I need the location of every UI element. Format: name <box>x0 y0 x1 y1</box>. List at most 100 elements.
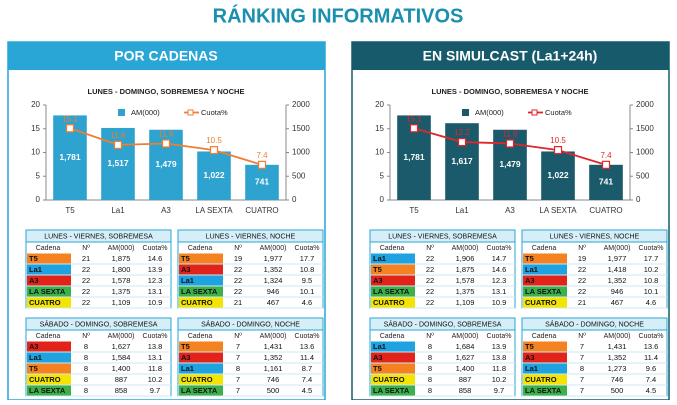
table-column-header: Cuota% <box>143 333 168 340</box>
table-cell: 1,684 <box>456 342 475 351</box>
y-tick-label: 10 <box>31 148 40 157</box>
table-cell: 500 <box>267 386 280 395</box>
table-cell: CUATRO <box>181 298 213 307</box>
table-title: SÁBADO - DOMINGO, NOCHE <box>201 319 300 328</box>
table-column-header: Cadena <box>380 245 405 252</box>
panel-heading: POR CADENAS <box>114 48 217 64</box>
table-cell: 467 <box>267 298 280 307</box>
table-cell: 10.2 <box>492 375 507 384</box>
channel-cell <box>27 363 71 374</box>
channel-cell <box>371 341 415 352</box>
line-marker <box>113 140 123 149</box>
bar-label: 1,022 <box>203 170 225 180</box>
table-column-header: AM(000) <box>108 245 135 252</box>
table-column-header: AM(000) <box>604 245 631 252</box>
table-cell: LA SEXTA <box>525 287 562 296</box>
table-cell: 1,627 <box>112 342 131 351</box>
line-label: 7.4 <box>256 151 268 160</box>
line-label: 15.1 <box>406 114 422 123</box>
channel-cell <box>371 363 415 374</box>
table-cell: T5 <box>29 254 38 263</box>
table-cell: T5 <box>525 342 534 351</box>
table-cell: 11.4 <box>644 353 658 362</box>
table-cell: 13.8 <box>492 353 507 362</box>
table-title-bg <box>369 229 516 243</box>
table-cell: 7.4 <box>646 375 656 384</box>
y-tick-label: 0 <box>380 195 385 204</box>
legend-label: AM(000) <box>475 108 504 117</box>
table-cell: CUATRO <box>181 375 213 384</box>
table-cell: 13.1 <box>148 353 163 362</box>
channel-cell <box>179 352 223 363</box>
table-cell: 1,375 <box>456 287 475 296</box>
table-cell: 19 <box>578 254 586 263</box>
channel-cell <box>179 385 223 396</box>
table-cell: 1,109 <box>112 298 131 307</box>
bar-label: 741 <box>255 177 269 187</box>
table-cell: 7 <box>236 386 240 395</box>
table-cell: 22 <box>426 298 434 307</box>
line-marker <box>457 137 467 147</box>
chart-title: LUNES - DOMINGO, SOBREMESA Y NOCHE <box>432 87 589 96</box>
table-cell: 887 <box>459 375 472 384</box>
legend-marker <box>187 109 194 116</box>
x-tick-label: A3 <box>505 206 515 215</box>
table-cell: 1,375 <box>112 287 131 296</box>
table-cell: A3 <box>181 353 191 362</box>
y2-tick-label: 0 <box>636 195 641 204</box>
table-cell: 9.5 <box>302 276 312 285</box>
table-cell: 1,324 <box>264 276 283 285</box>
table-cell: 8 <box>428 353 432 362</box>
table-cell: 10.2 <box>148 375 163 384</box>
x-tick-label: CUATRO <box>589 206 622 215</box>
table-cell: 12.3 <box>492 276 507 285</box>
line-marker <box>505 139 515 148</box>
table-title: LUNES - VIERNES, NOCHE <box>206 233 296 240</box>
x-tick-label: La1 <box>455 206 469 215</box>
table-cell: 10.1 <box>644 287 659 296</box>
table-cell: 22 <box>578 287 586 296</box>
table-cell: 22 <box>426 254 434 263</box>
bar <box>245 164 279 200</box>
table-cell: 7 <box>236 342 240 351</box>
table-cell: 1,578 <box>456 276 475 285</box>
channel-cell <box>179 341 223 352</box>
table-cell: La1 <box>181 276 194 285</box>
channel-cell <box>27 286 71 297</box>
table-cell: 19 <box>234 254 242 263</box>
y-tick-label: 20 <box>375 100 384 109</box>
table-title-bg <box>521 317 668 331</box>
channel-cell <box>371 275 415 286</box>
table-cell: La1 <box>525 364 538 373</box>
table-cell: 8 <box>84 353 88 362</box>
table-column-header: Nº <box>426 333 434 340</box>
table-cell: 946 <box>611 287 624 296</box>
table-cell: LA SEXTA <box>29 386 66 395</box>
channel-cell <box>371 286 415 297</box>
bar-label: 1,517 <box>107 158 129 168</box>
table-cell: 13.8 <box>148 342 163 351</box>
line-label: 11.6 <box>111 131 127 140</box>
table-cell: 746 <box>267 375 280 384</box>
bar <box>101 127 135 200</box>
line-marker <box>553 146 563 155</box>
table-cell: 22 <box>234 287 242 296</box>
bar-label: 1,781 <box>403 152 425 162</box>
table-cell: 500 <box>611 386 624 395</box>
table-cell: La1 <box>373 254 386 263</box>
table-cell: 1,109 <box>456 298 475 307</box>
table-cell: LA SEXTA <box>373 287 410 296</box>
table-title-bg <box>25 317 172 331</box>
table-cell: 1,161 <box>264 364 283 373</box>
table-cell: 9.7 <box>494 386 504 395</box>
bar-label: 1,617 <box>451 156 473 166</box>
line-marker <box>409 124 419 133</box>
table-title-bg <box>369 317 516 331</box>
table-cell: T5 <box>525 254 534 263</box>
x-tick-label: T5 <box>65 206 75 215</box>
legend-label: AM(000) <box>131 108 160 117</box>
table-cell: T5 <box>373 265 382 274</box>
channel-cell <box>179 275 223 286</box>
table-column-header: Cuota% <box>143 245 168 252</box>
x-tick-label: T5 <box>409 206 419 215</box>
